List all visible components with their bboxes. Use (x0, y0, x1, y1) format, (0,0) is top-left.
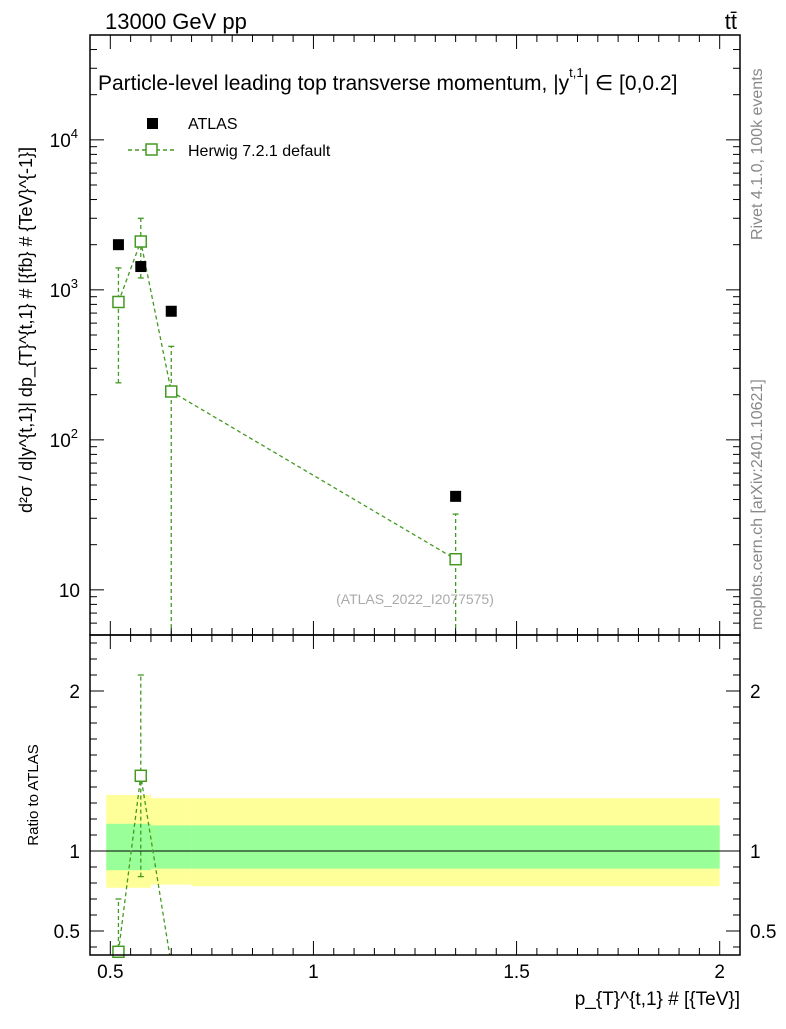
x-tick-label: 1.5 (503, 962, 529, 983)
ratio-y-tick-label: 0.5 (54, 922, 80, 943)
x-tick-label: 1 (308, 962, 319, 983)
source-label: mcplots.cern.ch [arXiv:2401.10621] (749, 379, 766, 630)
atlas-point (165, 305, 177, 317)
main-y-tick-label: 10 (59, 581, 80, 602)
main-y-tick-labels: 10 102 103 104 (50, 126, 80, 602)
ratio-ticks (90, 635, 740, 955)
x-axis-label: p_{T}^{t,1} # [{TeV}] (575, 989, 740, 1010)
main-y-axis-label: d²σ / d|y^{t,1}| dp_{T}^{t,1} # [{fb} # … (16, 147, 37, 513)
main-data-layer (112, 217, 462, 635)
ratio-y-tick-label-right: 0.5 (750, 922, 776, 943)
ratio-frame (89, 634, 741, 956)
legend-atlas-marker (147, 118, 158, 129)
main-panel: 10 102 103 104 Particle-level leading top t… (16, 34, 741, 636)
legend: ATLAS Herwig 7.2.1 default (128, 116, 331, 160)
ratio-y-axis-label: Ratio to ATLAS (25, 744, 42, 845)
main-ticks (90, 34, 740, 636)
energy-label: 13000 GeV pp (105, 9, 247, 34)
ratio-herwig-point (134, 769, 148, 783)
herwig-point (449, 552, 462, 566)
herwig-point (165, 385, 178, 398)
main-y-tick-label: 102 (50, 426, 78, 452)
analysis-watermark: (ATLAS_2022_I2077575) (336, 591, 494, 607)
ratio-data-layer (112, 674, 171, 959)
main-y-tick-label: 103 (50, 276, 78, 302)
herwig-point (112, 295, 125, 309)
x-tick-label: 0.5 (97, 962, 123, 983)
legend-herwig-marker (145, 143, 158, 156)
ratio-inner-band (191, 825, 720, 869)
x-tick-label: 2 (714, 962, 725, 983)
atlas-point (450, 490, 462, 502)
ratio-bands (106, 795, 720, 888)
herwig-point (134, 235, 148, 248)
ratio-y-tick-label-right: 1 (750, 842, 761, 863)
plot-title: Particle-level leading top transverse mo… (98, 65, 677, 95)
legend-herwig-label: Herwig 7.2.1 default (188, 143, 331, 160)
ratio-y-tick-label-right: 2 (750, 682, 761, 703)
ratio-inner-band (106, 823, 131, 871)
ratio-y-tick-label: 2 (69, 682, 80, 703)
legend-atlas-label: ATLAS (188, 116, 238, 133)
ratio-panel: 0.5 0.5 1 1 2 2 0.5 1 1.5 2 Ratio to ATLAS p_{T}^… (25, 634, 777, 1010)
ratio-herwig-point (112, 945, 125, 959)
process-label: tt̄ (725, 9, 737, 34)
atlas-point (112, 239, 124, 251)
herwig-line (117, 239, 456, 560)
ratio-y-tick-label: 1 (69, 842, 80, 863)
ratio-inner-band (150, 825, 192, 869)
main-y-tick-label: 104 (50, 126, 78, 152)
ratio-tick-labels: 0.5 0.5 1 1 2 2 0.5 1 1.5 2 (54, 682, 777, 983)
rivet-label: Rivet 4.1.0, 100k events (749, 68, 766, 240)
atlas-point (135, 261, 147, 273)
